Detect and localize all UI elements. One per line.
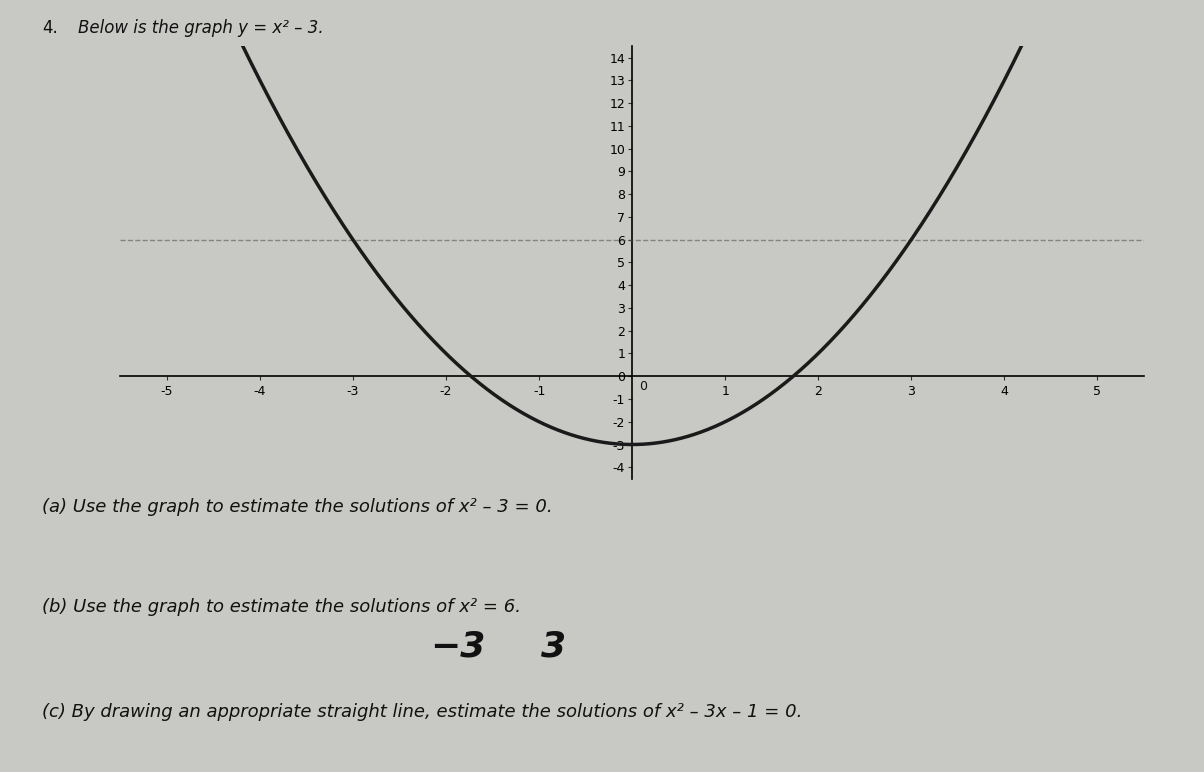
Text: 0: 0 — [639, 380, 648, 393]
Text: −3: −3 — [430, 629, 485, 663]
Text: 4.: 4. — [42, 19, 58, 37]
Text: (b) Use the graph to estimate the solutions of x² = 6.: (b) Use the graph to estimate the soluti… — [42, 598, 521, 616]
Text: (a) Use the graph to estimate the solutions of x² – 3 = 0.: (a) Use the graph to estimate the soluti… — [42, 498, 553, 516]
Text: 3: 3 — [542, 629, 566, 663]
Text: (c) By drawing an appropriate straight line, estimate the solutions of x² – 3x –: (c) By drawing an appropriate straight l… — [42, 703, 803, 720]
Text: Below is the graph y = x² – 3.: Below is the graph y = x² – 3. — [78, 19, 324, 37]
